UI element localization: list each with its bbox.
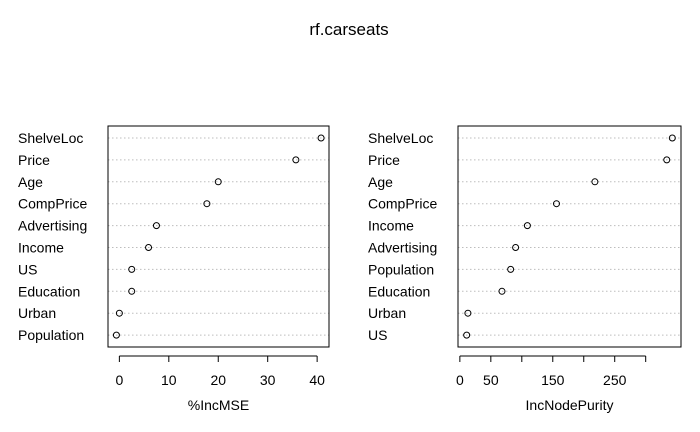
- row-label: US: [368, 327, 387, 343]
- row-label: Price: [18, 152, 50, 168]
- data-point: [128, 287, 136, 295]
- row-label: CompPrice: [368, 196, 437, 212]
- data-point: [214, 178, 222, 186]
- row-label: US: [18, 261, 37, 277]
- row-label: Age: [368, 174, 393, 190]
- data-point: [292, 156, 300, 164]
- row-label: Population: [18, 327, 84, 343]
- panel-incnodepurity: ShelveLoc Price Age CompPrice Income Advertis…: [368, 125, 682, 413]
- row-label: ShelveLoc: [368, 130, 433, 146]
- row-label: Advertising: [18, 218, 87, 234]
- row-label: Education: [368, 283, 430, 299]
- chart-title: rf.carseats: [309, 20, 388, 39]
- x-tick-label: 0: [115, 372, 123, 388]
- x-tick-label: 10: [161, 372, 177, 388]
- row-label: CompPrice: [18, 196, 87, 212]
- data-point: [507, 265, 515, 273]
- row-label: Urban: [18, 305, 56, 321]
- x-axis-label: %IncMSE: [188, 397, 249, 413]
- data-point: [464, 309, 472, 317]
- data-point: [512, 244, 520, 251]
- data-point: [152, 222, 160, 230]
- x-axis-label: IncNodePurity: [526, 397, 614, 413]
- data-point: [128, 265, 136, 273]
- data-point: [591, 178, 599, 186]
- data-point: [663, 156, 671, 164]
- x-tick-label: 150: [541, 372, 565, 388]
- data-point: [523, 222, 531, 230]
- plot-frame: [457, 125, 682, 348]
- x-tick-label: 40: [309, 372, 325, 388]
- x-tick-label: 0: [456, 372, 464, 388]
- x-tick-label: 20: [210, 372, 226, 388]
- row-label: Age: [18, 174, 43, 190]
- plot-frame: [107, 125, 330, 348]
- row-label: Population: [368, 261, 434, 277]
- data-point: [203, 200, 211, 208]
- row-label: ShelveLoc: [18, 130, 83, 146]
- row-label: Education: [18, 283, 80, 299]
- x-tick-label: 50: [483, 372, 499, 388]
- data-point: [498, 287, 506, 295]
- data-point: [668, 134, 676, 142]
- panel-incmse: ShelveLoc Price Age CompPrice Advertising Inc…: [18, 125, 330, 413]
- data-point: [115, 309, 123, 317]
- row-label: Income: [368, 218, 414, 234]
- row-label: Advertising: [368, 240, 437, 256]
- row-label: Price: [368, 152, 400, 168]
- row-label: Urban: [368, 305, 406, 321]
- data-point: [112, 331, 120, 339]
- data-point: [317, 134, 325, 142]
- row-label: Income: [18, 240, 64, 256]
- data-point: [145, 244, 153, 251]
- x-tick-label: 250: [603, 372, 627, 388]
- data-point: [463, 331, 471, 339]
- x-tick-label: 30: [260, 372, 276, 388]
- data-point: [552, 200, 560, 208]
